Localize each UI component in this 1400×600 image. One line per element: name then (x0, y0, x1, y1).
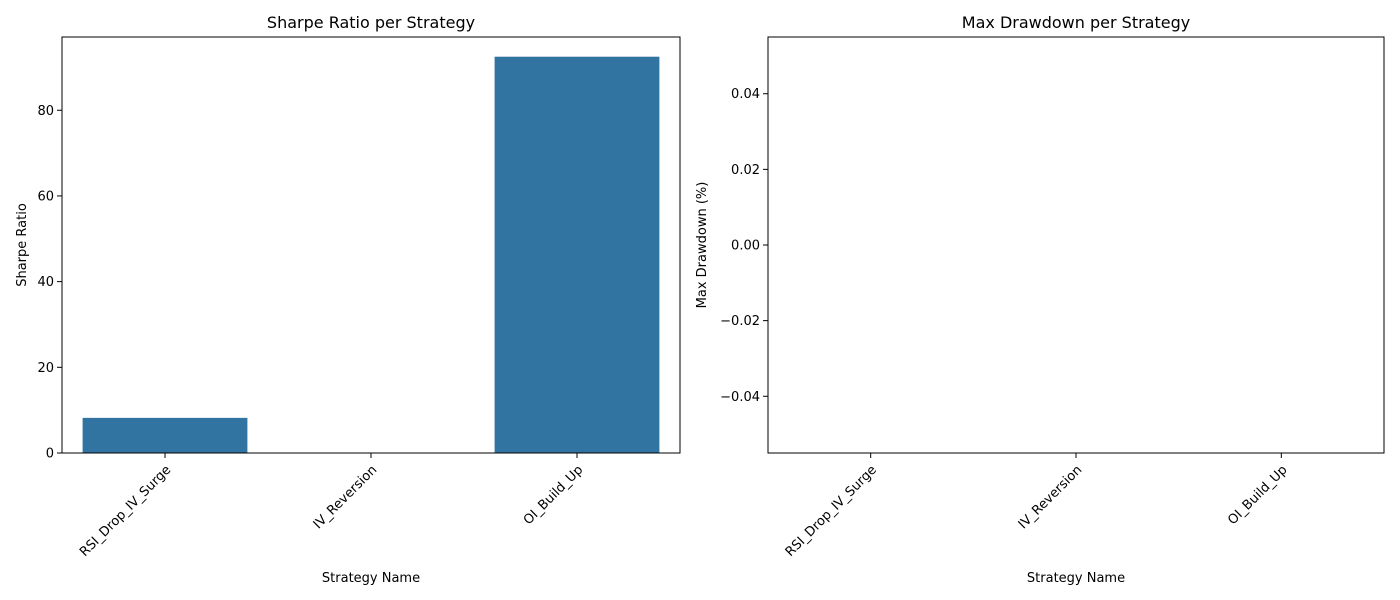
sharpe-ratio-chart: 0 20 40 60 80 RSI_Drop_IV_Surge IV_Reversion OI… (15, 13, 681, 586)
y-tick-label: −0.04 (720, 390, 760, 405)
bar-oi-build-up (494, 56, 660, 454)
max-drawdown-chart: −0.04 −0.02 0.00 0.02 0.04 RSI_Drop_IV_Surge I… (695, 13, 1385, 586)
y-tick-label: 40 (37, 275, 54, 290)
x-tick-label: IV_Reversion (311, 463, 381, 533)
bar-rsi-drop-iv-surge (82, 417, 248, 453)
y-tick-label: 80 (37, 104, 54, 119)
x-axis-label: Strategy Name (322, 571, 420, 586)
x-axis-label: Strategy Name (1027, 571, 1125, 586)
x-tick-label: RSI_Drop_IV_Surge (783, 463, 880, 560)
y-tick-label: 20 (37, 361, 54, 376)
y-tick-label: 0.00 (731, 239, 760, 254)
y-axis-label: Sharpe Ratio (15, 203, 30, 287)
x-tick-label: OI_Build_Up (1225, 463, 1290, 528)
y-tick-label: 60 (37, 189, 54, 204)
y-tick-label: 0.04 (731, 87, 760, 102)
chart-title: Sharpe Ratio per Strategy (267, 13, 475, 32)
y-tick-label: 0.02 (731, 163, 760, 178)
plot-frame (767, 36, 1385, 454)
x-tick-label: IV_Reversion (1016, 463, 1086, 533)
y-axis-label: Max Drawdown (%) (695, 182, 710, 309)
x-tick-label: OI_Build_Up (521, 463, 586, 528)
y-tick-label: −0.02 (720, 314, 760, 329)
chart-title: Max Drawdown per Strategy (962, 13, 1190, 32)
x-tick-label: RSI_Drop_IV_Surge (77, 463, 174, 560)
y-tick-label: 0 (46, 447, 54, 462)
